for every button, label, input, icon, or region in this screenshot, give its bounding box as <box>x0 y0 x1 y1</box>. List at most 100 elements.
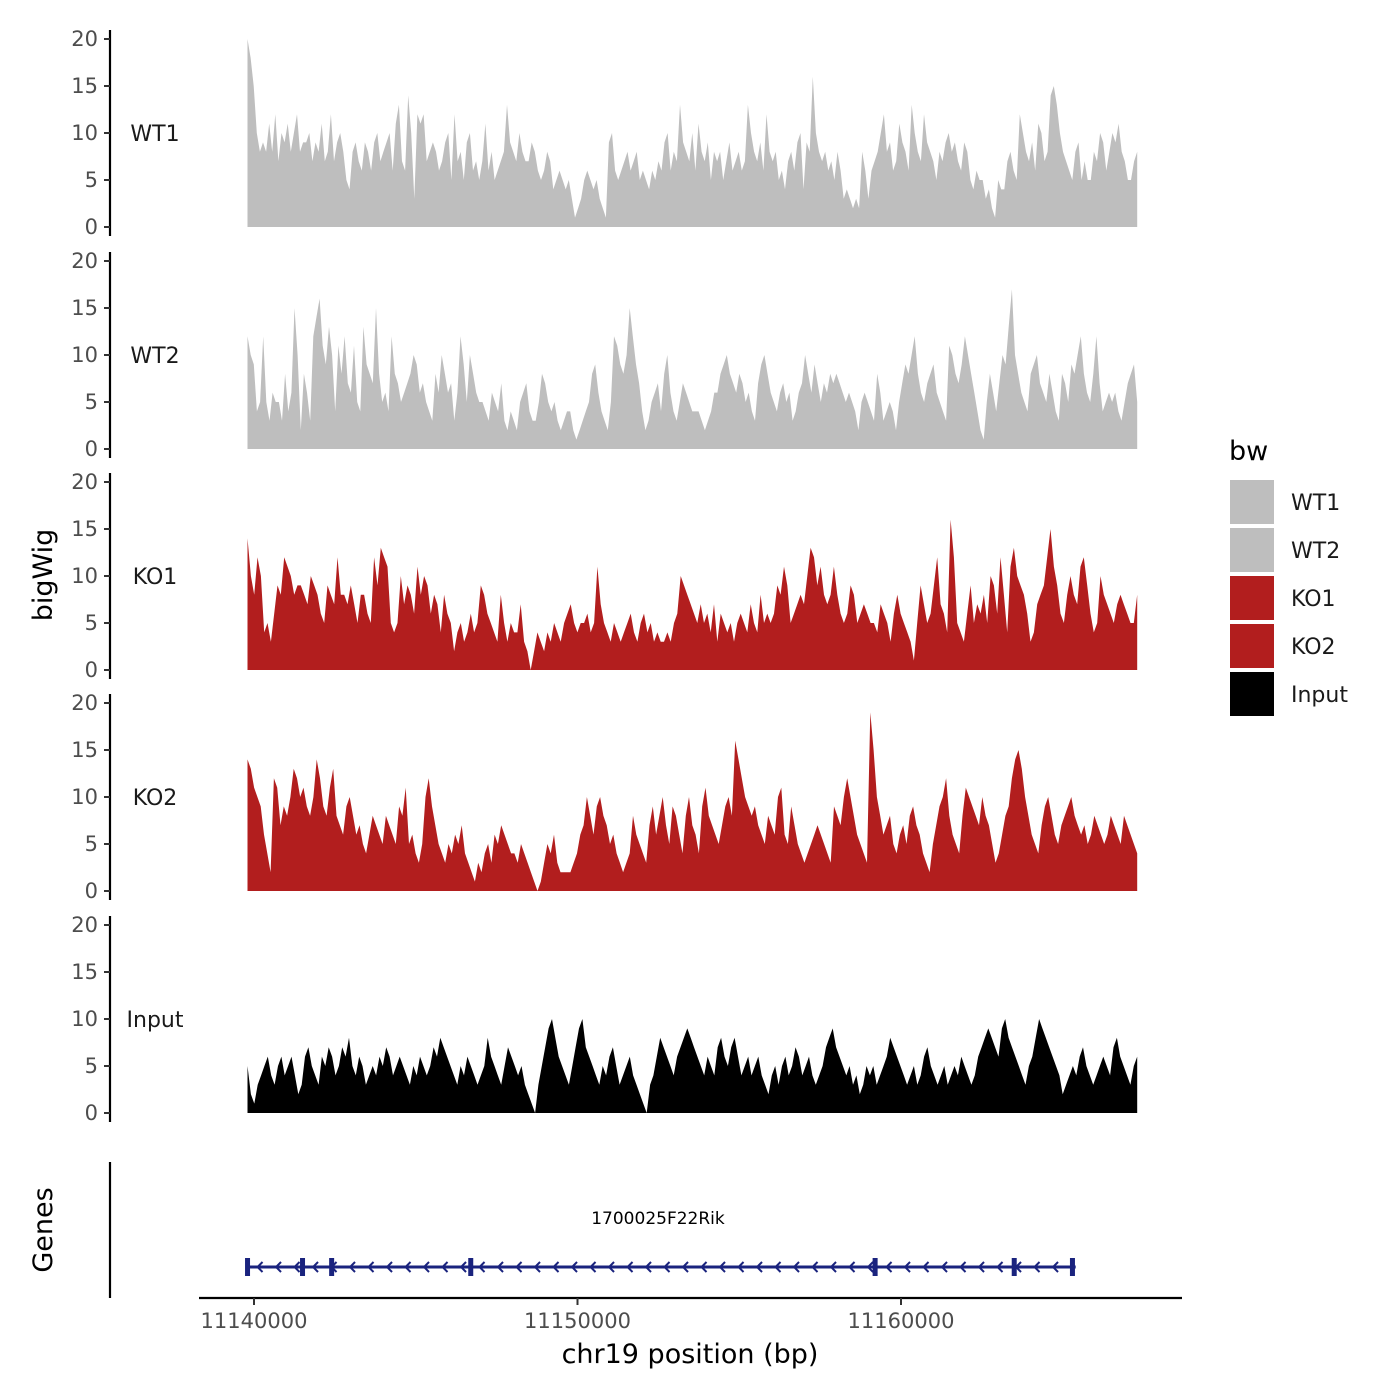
strand-arrow <box>385 1261 393 1273</box>
y-tick-label: 5 <box>85 168 98 192</box>
strand-arrow <box>293 1261 301 1273</box>
strand-arrow <box>644 1261 652 1273</box>
y-tick-label: 0 <box>85 215 98 239</box>
y-tick-label: 20 <box>71 249 98 273</box>
y-tick-label: 5 <box>85 390 98 414</box>
strand-arrow <box>256 1261 264 1273</box>
x-tick-label: 11160000 <box>848 1309 955 1333</box>
strand-arrow <box>367 1261 375 1273</box>
y-tick-label: 10 <box>71 564 98 588</box>
strand-arrow <box>1051 1261 1059 1273</box>
y-tick-label: 15 <box>71 74 98 98</box>
y-tick-label: 15 <box>71 738 98 762</box>
y-tick-label: 5 <box>85 832 98 856</box>
legend-label: WT1 <box>1291 491 1340 516</box>
exon-mark <box>1069 1258 1075 1276</box>
track-label: WT1 <box>130 122 179 147</box>
strand-arrow <box>441 1261 449 1273</box>
coverage-area-input <box>247 1019 1138 1113</box>
strand-arrow <box>496 1261 504 1273</box>
strand-arrow <box>404 1261 412 1273</box>
legend-key-input <box>1230 672 1274 716</box>
strand-arrow <box>811 1261 819 1273</box>
strand-arrow <box>885 1261 893 1273</box>
legend-label: Input <box>1291 683 1348 708</box>
strand-arrow <box>755 1261 763 1273</box>
strand-arrow <box>829 1261 837 1273</box>
strand-arrow <box>959 1261 967 1273</box>
coverage-area-ko1 <box>247 519 1138 670</box>
x-tick-label: 11150000 <box>524 1309 631 1333</box>
strand-arrow <box>866 1261 874 1273</box>
track-wt1: 0 5 10 15 20 WT1 <box>71 27 1138 239</box>
y-tick-label: 20 <box>71 913 98 937</box>
y-tick-label: 0 <box>85 879 98 903</box>
y-tick-label: 5 <box>85 1054 98 1078</box>
strand-arrow <box>515 1261 523 1273</box>
strand-arrow <box>737 1261 745 1273</box>
strand-arrow <box>311 1261 319 1273</box>
track-ko1: 0 5 10 15 20 KO1 <box>71 470 1138 682</box>
y-tick-label: 0 <box>85 1101 98 1125</box>
strand-arrow <box>792 1261 800 1273</box>
strand-arrow <box>681 1261 689 1273</box>
y-tick-label: 10 <box>71 121 98 145</box>
x-axis-title: chr19 position (bp) <box>562 1339 819 1370</box>
x-axis: 11140000 11150000 11160000 chr19 position … <box>199 1296 1182 1370</box>
legend-title: bw <box>1229 436 1268 467</box>
strand-arrow <box>718 1261 726 1273</box>
track-ko2: 0 5 10 15 20 KO2 <box>71 691 1138 903</box>
track-input: 0 5 10 15 20 Input <box>71 913 1138 1125</box>
y-tick-label: 20 <box>71 691 98 715</box>
legend-key-ko1 <box>1230 576 1274 620</box>
strand-arrow <box>570 1261 578 1273</box>
track-label: Input <box>127 1008 184 1033</box>
y-tick-label: 10 <box>71 1007 98 1031</box>
strand-arrow <box>478 1261 486 1273</box>
strand-arrow <box>700 1261 708 1273</box>
track-label: KO1 <box>133 565 178 590</box>
strand-arrow <box>903 1261 911 1273</box>
legend: bw WT1 WT2 KO1 KO2 Input <box>1229 436 1348 716</box>
y-tick-label: 0 <box>85 658 98 682</box>
strand-arrow <box>922 1261 930 1273</box>
legend-key-wt1 <box>1230 480 1274 524</box>
y-axis-title: bigWig <box>28 529 59 622</box>
genes-track-label: Genes <box>28 1187 59 1272</box>
track-wt2: 0 5 10 15 20 WT2 <box>71 249 1138 461</box>
exon-mark <box>245 1258 251 1276</box>
exon-mark <box>329 1258 335 1276</box>
y-tick-label: 10 <box>71 343 98 367</box>
strand-arrow <box>977 1261 985 1273</box>
y-tick-label: 15 <box>71 296 98 320</box>
track-label: WT2 <box>130 344 179 369</box>
strand-arrow <box>940 1261 948 1273</box>
strand-arrow <box>663 1261 671 1273</box>
strand-arrow <box>274 1261 282 1273</box>
strand-arrow <box>459 1261 467 1273</box>
strand-arrow <box>626 1261 634 1273</box>
exon-mark <box>468 1258 474 1276</box>
strand-arrow <box>996 1261 1004 1273</box>
strand-arrow <box>589 1261 597 1273</box>
exon-mark <box>872 1258 878 1276</box>
strand-arrow <box>1033 1261 1041 1273</box>
y-tick-label: 20 <box>71 27 98 51</box>
gene-name-label: 1700025F22Rik <box>591 1209 725 1229</box>
x-axis-ticks: 11140000 11150000 11160000 <box>201 1298 955 1333</box>
genes-track: Genes 1700025F22Rik <box>28 1162 1076 1298</box>
strand-arrow <box>533 1261 541 1273</box>
track-label: KO2 <box>133 786 178 811</box>
strand-arrow <box>774 1261 782 1273</box>
y-tick-label: 20 <box>71 470 98 494</box>
coverage-area-wt2 <box>247 289 1138 449</box>
strand-arrow <box>348 1261 356 1273</box>
exon-mark <box>1011 1258 1017 1276</box>
strand-arrow <box>422 1261 430 1273</box>
legend-label: KO2 <box>1291 635 1336 660</box>
coverage-tracks: 0 5 10 15 20 WT1 0 5 10 15 20 WT2 0 5 10 15 20 KO1 0 5 10 15 2… <box>71 27 1138 1125</box>
x-tick-label: 11140000 <box>201 1309 308 1333</box>
y-tick-label: 15 <box>71 517 98 541</box>
legend-key-ko2 <box>1230 624 1274 668</box>
coverage-area-ko2 <box>247 712 1138 891</box>
